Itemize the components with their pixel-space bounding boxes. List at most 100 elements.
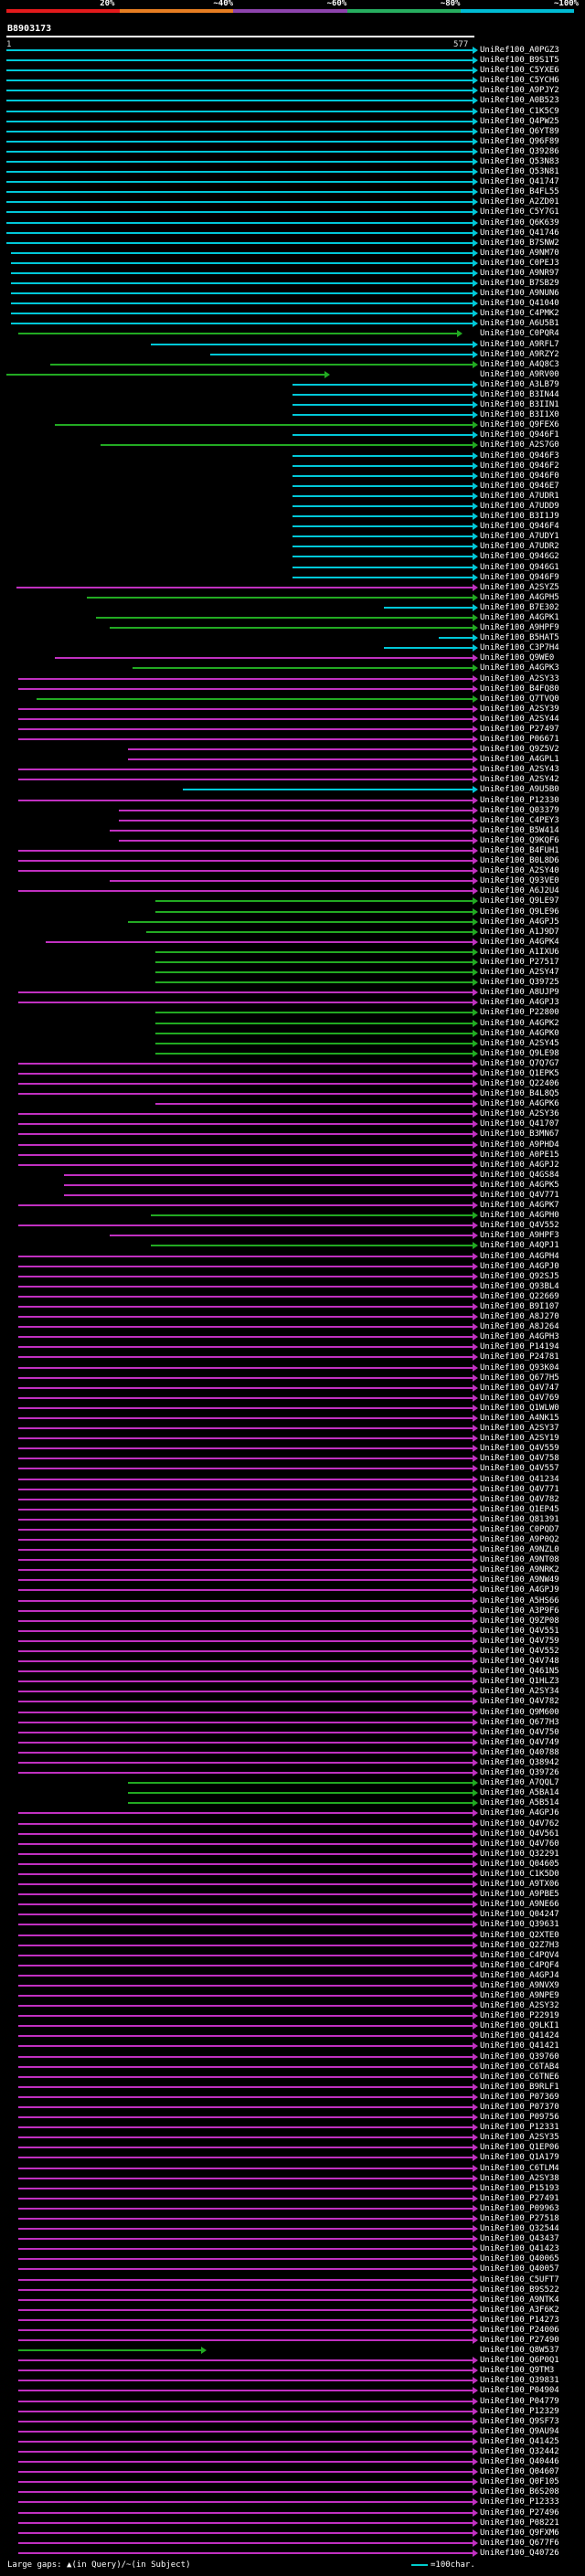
hit-accession[interactable]: UniRef100_B0L8D6 — [480, 856, 559, 866]
hit-row[interactable]: UniRef100_Q32544 — [0, 2224, 585, 2233]
hit-row[interactable]: UniRef100_A3F6K2 — [0, 2306, 585, 2315]
hit-row[interactable]: UniRef100_Q41747 — [0, 177, 585, 186]
hit-row[interactable]: UniRef100_Q53N83 — [0, 157, 585, 166]
hit-accession[interactable]: UniRef100_A7UDY1 — [480, 532, 559, 542]
hit-row[interactable]: UniRef100_Q22406 — [0, 1079, 585, 1088]
hit-accession[interactable]: UniRef100_P12331 — [480, 2123, 559, 2133]
hit-row[interactable]: UniRef100_P08221 — [0, 2518, 585, 2528]
hit-accession[interactable]: UniRef100_Q1EPK5 — [480, 1068, 559, 1078]
hit-row[interactable]: UniRef100_B4FUH1 — [0, 846, 585, 855]
hit-accession[interactable]: UniRef100_Q2XTE0 — [480, 1930, 559, 1940]
hit-accession[interactable]: UniRef100_Q4V551 — [480, 1626, 559, 1636]
hit-accession[interactable]: UniRef100_A4GPJ4 — [480, 1970, 559, 1980]
hit-accession[interactable]: UniRef100_A0PE15 — [480, 1150, 559, 1160]
hit-accession[interactable]: UniRef100_P07370 — [480, 2103, 559, 2112]
hit-row[interactable]: UniRef100_C6TAB4 — [0, 2062, 585, 2072]
hit-accession[interactable]: UniRef100_A4GPH4 — [480, 1251, 559, 1261]
hit-accession[interactable]: UniRef100_A9NR97 — [480, 268, 559, 278]
hit-accession[interactable]: UniRef100_Q53N83 — [480, 156, 559, 166]
hit-row[interactable]: UniRef100_P12329 — [0, 2407, 585, 2416]
hit-accession[interactable]: UniRef100_Q9KQF6 — [480, 835, 559, 845]
hit-row[interactable]: UniRef100_Q03379 — [0, 806, 585, 815]
hit-accession[interactable]: UniRef100_Q39631 — [480, 1920, 559, 1930]
hit-accession[interactable]: UniRef100_Q1HLZ3 — [480, 1677, 559, 1687]
hit-accession[interactable]: UniRef100_Q39725 — [480, 978, 559, 988]
hit-accession[interactable]: UniRef100_Q2Z7H3 — [480, 1940, 559, 1950]
hit-row[interactable]: UniRef100_Q946F1 — [0, 430, 585, 440]
hit-accession[interactable]: UniRef100_B3MN67 — [480, 1129, 559, 1140]
hit-row[interactable]: UniRef100_A9P0Q2 — [0, 1535, 585, 1544]
hit-row[interactable]: UniRef100_A9NW49 — [0, 1575, 585, 1585]
hit-row[interactable]: UniRef100_A9HPF3 — [0, 1231, 585, 1240]
hit-row[interactable]: UniRef100_Q4V760 — [0, 1839, 585, 1849]
hit-row[interactable]: UniRef100_A2SY39 — [0, 705, 585, 714]
hit-row[interactable]: UniRef100_P12330 — [0, 796, 585, 805]
hit-accession[interactable]: UniRef100_B6S208 — [480, 2487, 559, 2497]
hit-accession[interactable]: UniRef100_A9NTK4 — [480, 2295, 559, 2305]
hit-accession[interactable]: UniRef100_P24006 — [480, 2325, 559, 2335]
hit-row[interactable]: UniRef100_B9S522 — [0, 2285, 585, 2295]
hit-accession[interactable]: UniRef100_Q946G1 — [480, 562, 559, 572]
hit-accession[interactable]: UniRef100_A7UDR1 — [480, 491, 559, 501]
hit-accession[interactable]: UniRef100_A9HPF9 — [480, 623, 559, 633]
hit-row[interactable]: UniRef100_A7QQL7 — [0, 1778, 585, 1787]
hit-accession[interactable]: UniRef100_A8J264 — [480, 1322, 559, 1332]
hit-row[interactable]: UniRef100_Q461N5 — [0, 1667, 585, 1676]
hit-row[interactable]: UniRef100_A2SY40 — [0, 866, 585, 875]
hit-accession[interactable]: UniRef100_B4L8Q5 — [480, 1089, 559, 1099]
hit-row[interactable]: UniRef100_Q0F105 — [0, 2477, 585, 2486]
hit-row[interactable]: UniRef100_P14194 — [0, 1342, 585, 1352]
hit-row[interactable]: UniRef100_Q9M600 — [0, 1708, 585, 1717]
hit-accession[interactable]: UniRef100_Q4V760 — [480, 1839, 559, 1849]
hit-row[interactable]: UniRef100_Q38942 — [0, 1758, 585, 1767]
hit-accession[interactable]: UniRef100_A9NT08 — [480, 1555, 559, 1565]
hit-accession[interactable]: UniRef100_A9PHD4 — [480, 1140, 559, 1150]
hit-row[interactable]: UniRef100_Q4V557 — [0, 1464, 585, 1473]
hit-row[interactable]: UniRef100_A2SY37 — [0, 1424, 585, 1433]
hit-accession[interactable]: UniRef100_Q6YT89 — [480, 126, 559, 136]
hit-row[interactable]: UniRef100_Q6P0Q1 — [0, 2356, 585, 2365]
hit-accession[interactable]: UniRef100_Q9FXM6 — [480, 2528, 559, 2538]
hit-accession[interactable]: UniRef100_Q32291 — [480, 1849, 559, 1859]
hit-row[interactable]: UniRef100_Q9TM3 — [0, 2366, 585, 2375]
hit-row[interactable]: UniRef100_C5Y7G1 — [0, 207, 585, 217]
hit-row[interactable]: UniRef100_C1K5D0 — [0, 1870, 585, 1879]
hit-row[interactable]: UniRef100_A9NM70 — [0, 249, 585, 258]
hit-row[interactable]: UniRef100_Q1A179 — [0, 2153, 585, 2162]
hit-accession[interactable]: UniRef100_A9RZY2 — [480, 349, 559, 359]
hit-row[interactable]: UniRef100_Q1EP45 — [0, 1505, 585, 1514]
hit-accession[interactable]: UniRef100_Q40065 — [480, 2254, 559, 2264]
hit-accession[interactable]: UniRef100_A9NE66 — [480, 1900, 559, 1910]
hit-row[interactable]: UniRef100_Q81391 — [0, 1515, 585, 1524]
hit-row[interactable]: UniRef100_Q2Z7H3 — [0, 1941, 585, 1950]
hit-row[interactable]: UniRef100_Q41423 — [0, 2244, 585, 2253]
hit-row[interactable]: UniRef100_Q9LE97 — [0, 896, 585, 906]
hit-row[interactable]: UniRef100_A2SY36 — [0, 1109, 585, 1118]
hit-accession[interactable]: UniRef100_A9P0Q2 — [480, 1535, 559, 1545]
hit-row[interactable]: UniRef100_A2SY33 — [0, 674, 585, 684]
hit-accession[interactable]: UniRef100_Q946F0 — [480, 471, 559, 481]
hit-accession[interactable]: UniRef100_A2SY38 — [480, 2173, 559, 2183]
hit-accession[interactable]: UniRef100_A4GPK6 — [480, 1099, 559, 1109]
hit-row[interactable]: UniRef100_Q9LKI1 — [0, 2021, 585, 2030]
hit-accession[interactable]: UniRef100_Q4V552 — [480, 1221, 559, 1231]
hit-accession[interactable]: UniRef100_Q93K04 — [480, 1362, 559, 1373]
hit-accession[interactable]: UniRef100_A9NRK2 — [480, 1565, 559, 1575]
hit-accession[interactable]: UniRef100_Q41423 — [480, 2244, 559, 2254]
hit-row[interactable]: UniRef100_Q04605 — [0, 1860, 585, 1869]
hit-accession[interactable]: UniRef100_Q04247 — [480, 1910, 559, 1920]
hit-row[interactable]: UniRef100_Q53N81 — [0, 167, 585, 176]
hit-accession[interactable]: UniRef100_A2SY42 — [480, 775, 559, 785]
hit-accession[interactable]: UniRef100_Q9LKI1 — [480, 2021, 559, 2031]
hit-row[interactable]: UniRef100_A9NTK4 — [0, 2295, 585, 2305]
hit-row[interactable]: UniRef100_Q9KQF6 — [0, 836, 585, 845]
hit-row[interactable]: UniRef100_Q4V552 — [0, 1221, 585, 1230]
hit-accession[interactable]: UniRef100_C1K5C9 — [480, 106, 559, 116]
hit-accession[interactable]: UniRef100_A4GPH5 — [480, 592, 559, 602]
hit-row[interactable]: UniRef100_A0PE15 — [0, 1150, 585, 1160]
hit-row[interactable]: UniRef100_A0PGZ3 — [0, 46, 585, 55]
hit-accession[interactable]: UniRef100_Q4PW25 — [480, 116, 559, 126]
hit-row[interactable]: UniRef100_A9NRK2 — [0, 1565, 585, 1574]
hit-accession[interactable]: UniRef100_A4GPJ5 — [480, 917, 559, 927]
hit-row[interactable]: UniRef100_P12333 — [0, 2497, 585, 2507]
